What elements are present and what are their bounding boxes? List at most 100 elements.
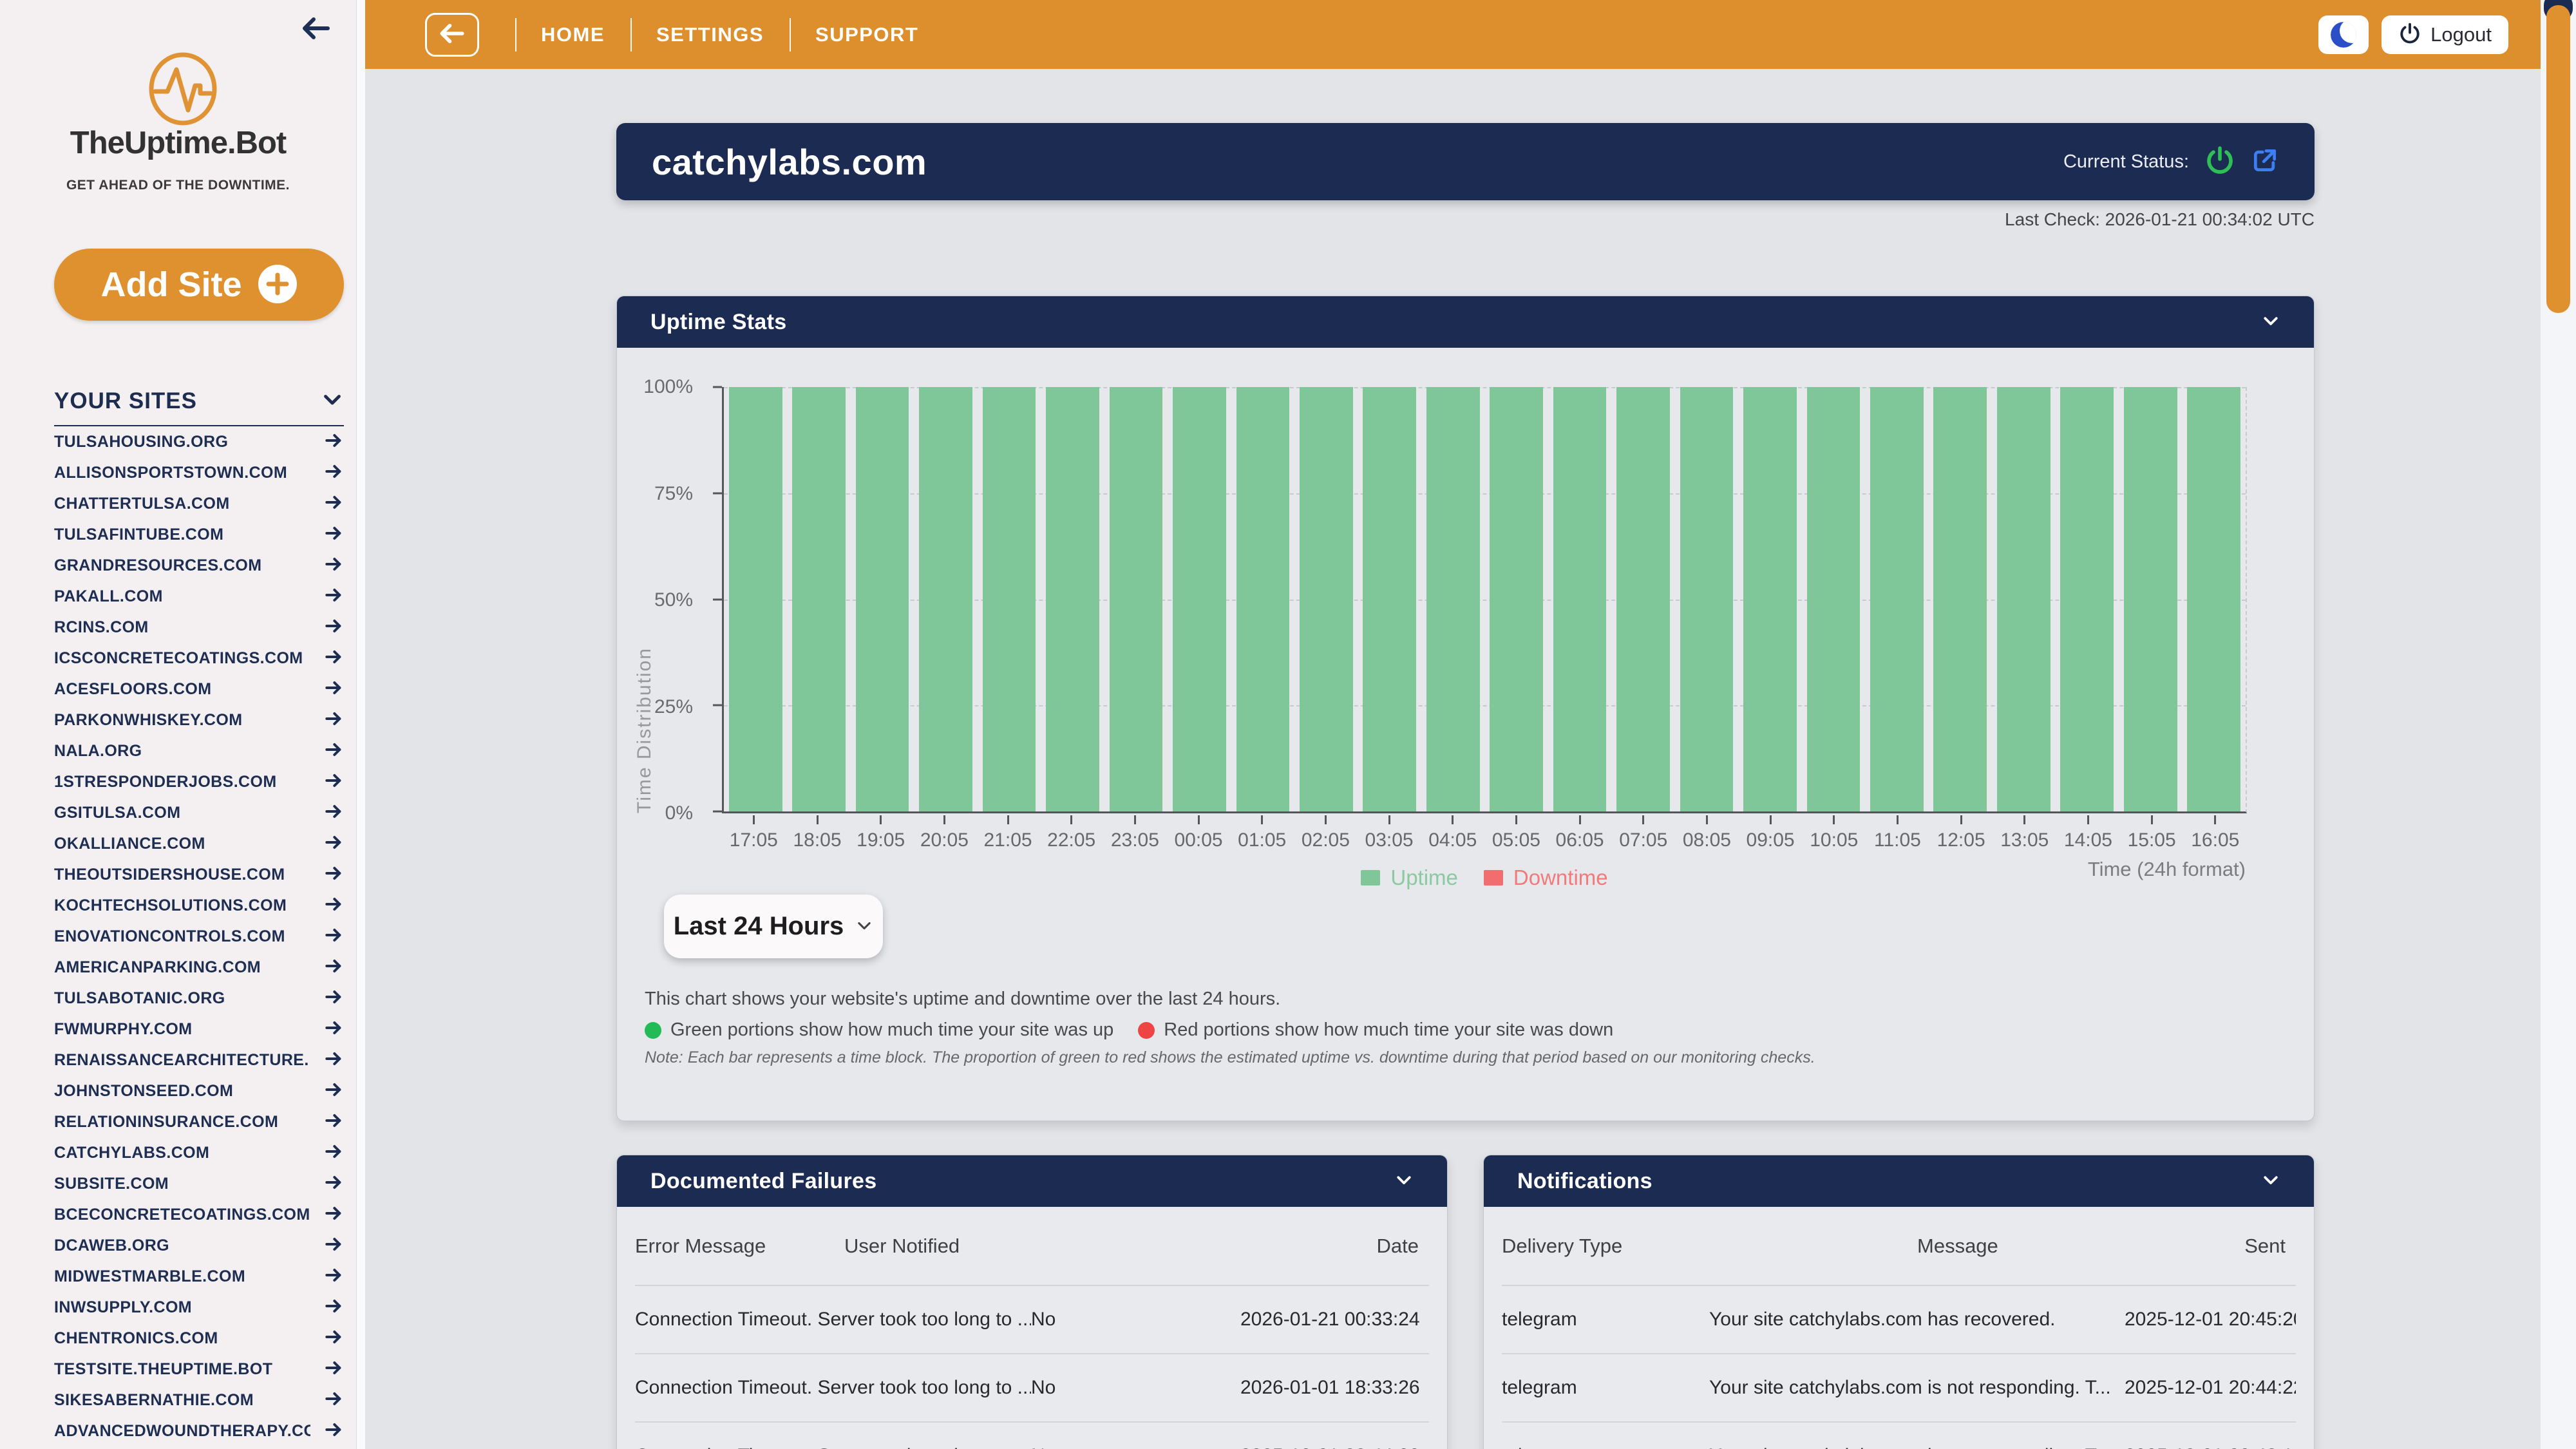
sidebar-site-link[interactable]: INWSUPPLY.COM xyxy=(54,1292,344,1323)
table-row[interactable]: telegram Your site catchylabs.com is not… xyxy=(1502,1423,2296,1449)
sidebar-site-link[interactable]: PAKALL.COM xyxy=(54,581,344,612)
arrow-right-icon[interactable] xyxy=(323,616,344,639)
sidebar-site-link[interactable]: RCINS.COM xyxy=(54,612,344,643)
site-label: JOHNSTONSEED.COM xyxy=(54,1081,234,1100)
arrow-right-icon[interactable] xyxy=(323,1018,344,1041)
sidebar-site-link[interactable]: THEOUTSIDERSHOUSE.COM xyxy=(54,859,344,890)
arrow-right-icon[interactable] xyxy=(323,1265,344,1289)
sidebar-site-link[interactable]: RENAISSANCEARCHITECTURE. xyxy=(54,1045,344,1075)
sidebar-site-link[interactable]: NALA.ORG xyxy=(54,735,344,766)
chevron-down-icon[interactable] xyxy=(1394,1170,1414,1193)
sidebar-scrollbar[interactable] xyxy=(356,0,365,1449)
sidebar-site-link[interactable]: TULSAFINTUBE.COM xyxy=(54,519,344,550)
arrow-right-icon[interactable] xyxy=(323,523,344,547)
chevron-down-icon[interactable] xyxy=(2261,311,2280,334)
table-row[interactable]: Connection Timeout. Server took too long… xyxy=(635,1423,1429,1449)
arrow-right-icon[interactable] xyxy=(323,956,344,980)
table-row[interactable]: Connection Timeout. Server took too long… xyxy=(635,1354,1429,1423)
arrow-right-icon[interactable] xyxy=(323,585,344,609)
arrow-right-icon[interactable] xyxy=(323,1110,344,1134)
arrow-right-icon[interactable] xyxy=(323,492,344,516)
external-link-icon[interactable] xyxy=(2251,146,2279,178)
sidebar-site-link[interactable]: GRANDRESOURCES.COM xyxy=(54,550,344,581)
sidebar-site-link[interactable]: MIDWESTMARBLE.COM xyxy=(54,1261,344,1292)
arrow-right-icon[interactable] xyxy=(323,1141,344,1165)
logout-button[interactable]: Logout xyxy=(2382,15,2508,54)
sidebar-site-link[interactable]: ACESFLOORS.COM xyxy=(54,674,344,705)
arrow-right-icon[interactable] xyxy=(323,1203,344,1227)
arrow-right-icon[interactable] xyxy=(323,708,344,732)
arrow-right-icon[interactable] xyxy=(323,647,344,670)
sidebar-site-link[interactable]: ENOVATIONCONTROLS.COM xyxy=(54,921,344,952)
arrow-right-icon[interactable] xyxy=(323,1234,344,1258)
arrow-right-icon[interactable] xyxy=(323,1327,344,1350)
sidebar-site-link[interactable]: AMERICANPARKING.COM xyxy=(54,952,344,983)
nav-link[interactable]: SETTINGS xyxy=(630,17,790,53)
sidebar-site-link[interactable]: ADVANCEDWOUNDTHERAPY.CC xyxy=(54,1416,344,1446)
sidebar-site-link[interactable]: BCECONCRETECOATINGS.COM xyxy=(54,1199,344,1230)
notifications-card-header[interactable]: Notifications xyxy=(1484,1155,2314,1207)
column-header: Sent xyxy=(2244,1234,2286,1257)
sidebar-site-link[interactable]: TESTSITE.THEUPTIME.BOT xyxy=(54,1354,344,1385)
scrollbar-thumb[interactable] xyxy=(2546,5,2570,313)
arrow-right-icon[interactable] xyxy=(323,554,344,578)
x-axis-tickmark xyxy=(816,815,819,824)
sidebar-site-link[interactable]: GSITULSA.COM xyxy=(54,797,344,828)
time-range-dropdown[interactable]: Last 24 Hours xyxy=(664,895,883,958)
sidebar-site-link[interactable]: RELATIONINSURANCE.COM xyxy=(54,1106,344,1137)
sidebar-site-link[interactable]: 1STRESPONDERJOBS.COM xyxy=(54,766,344,797)
arrow-right-icon[interactable] xyxy=(323,461,344,485)
arrow-right-icon[interactable] xyxy=(323,430,344,454)
nav-back-button[interactable] xyxy=(425,12,479,57)
sidebar-site-link[interactable]: CATCHYLABS.COM xyxy=(54,1137,344,1168)
arrow-right-icon[interactable] xyxy=(323,770,344,794)
arrow-right-icon[interactable] xyxy=(323,832,344,856)
arrow-right-icon[interactable] xyxy=(323,1358,344,1381)
sidebar-site-link[interactable]: SUBSITE.COM xyxy=(54,1168,344,1199)
uptime-card-header[interactable]: Uptime Stats xyxy=(617,296,2314,348)
failures-card-header[interactable]: Documented Failures xyxy=(617,1155,1447,1207)
add-site-button[interactable]: Add Site xyxy=(54,249,344,321)
chevron-down-icon[interactable] xyxy=(2261,1170,2280,1193)
gridline xyxy=(724,387,2246,388)
arrow-right-icon[interactable] xyxy=(323,863,344,887)
your-sites-header[interactable]: YOUR SITES xyxy=(54,388,344,414)
sidebar-site-link[interactable]: KOCHTECHSOLUTIONS.COM xyxy=(54,890,344,921)
table-row[interactable]: Connection Timeout. Server took too long… xyxy=(635,1286,1429,1354)
chevron-down-icon[interactable] xyxy=(321,388,344,414)
sidebar-site-link[interactable]: ICSCONCRETECOATINGS.COM xyxy=(54,643,344,674)
x-axis-tickmark xyxy=(2023,815,2026,824)
page-scrollbar[interactable] xyxy=(2541,0,2576,1449)
sidebar-site-link[interactable]: CHENTRONICS.COM xyxy=(54,1323,344,1354)
table-row[interactable]: telegram Your site catchylabs.com has re… xyxy=(1502,1286,2296,1354)
sidebar-site-link[interactable]: PARKONWHISKEY.COM xyxy=(54,705,344,735)
arrow-right-icon[interactable] xyxy=(323,677,344,701)
nav-link[interactable]: HOME xyxy=(515,17,630,53)
x-axis-tickmark xyxy=(880,815,882,824)
sidebar-site-link[interactable]: OKALLIANCE.COM xyxy=(54,828,344,859)
sidebar-site-link[interactable]: SIKESABERNATHIE.COM xyxy=(54,1385,344,1416)
collapse-sidebar-arrow-icon[interactable] xyxy=(301,13,332,44)
table-row[interactable]: telegram Your site catchylabs.com is not… xyxy=(1502,1354,2296,1423)
nav-link[interactable]: SUPPORT xyxy=(790,17,944,53)
arrow-right-icon[interactable] xyxy=(323,987,344,1010)
arrow-right-icon[interactable] xyxy=(323,894,344,918)
arrow-right-icon[interactable] xyxy=(323,1048,344,1072)
arrow-right-icon[interactable] xyxy=(323,1296,344,1320)
sidebar-site-link[interactable]: TULSABOTANIC.ORG xyxy=(54,983,344,1014)
arrow-right-icon[interactable] xyxy=(323,739,344,763)
uptime-bar xyxy=(792,387,846,811)
sidebar-site-link[interactable]: TULSAHOUSING.ORG xyxy=(54,426,344,457)
sidebar-site-link[interactable]: ALLISONSPORTSTOWN.COM xyxy=(54,457,344,488)
arrow-right-icon[interactable] xyxy=(323,801,344,825)
arrow-right-icon[interactable] xyxy=(323,1079,344,1103)
arrow-right-icon[interactable] xyxy=(323,1172,344,1196)
sidebar-site-link[interactable]: DCAWEB.ORG xyxy=(54,1230,344,1261)
sidebar-site-link[interactable]: JOHNSTONSEED.COM xyxy=(54,1075,344,1106)
arrow-right-icon[interactable] xyxy=(323,925,344,949)
arrow-right-icon[interactable] xyxy=(323,1419,344,1443)
arrow-right-icon[interactable] xyxy=(323,1388,344,1412)
sidebar-site-link[interactable]: CHATTERTULSA.COM xyxy=(54,488,344,519)
sidebar-site-link[interactable]: FWMURPHY.COM xyxy=(54,1014,344,1045)
dark-mode-toggle[interactable] xyxy=(2318,15,2369,54)
